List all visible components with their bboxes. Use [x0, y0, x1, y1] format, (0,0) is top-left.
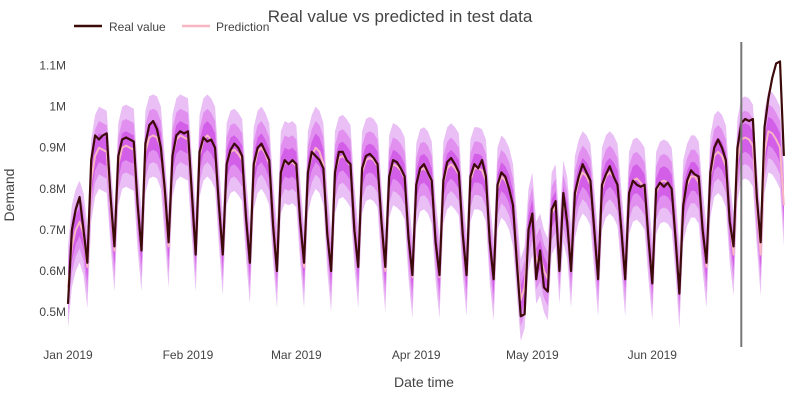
legend-label-real: Real value [109, 20, 166, 34]
interval-bands [68, 90, 784, 341]
y-axis: 0.5M 0.6M 0.7M 0.8M 0.9M 1M 1.1M [39, 59, 66, 320]
x-tick-label: Mar 2019 [271, 348, 322, 362]
x-tick-label: Jun 2019 [628, 348, 678, 362]
legend: Real value Prediction [74, 20, 269, 34]
legend-label-prediction: Prediction [216, 20, 269, 34]
band-interval-inner [68, 116, 784, 315]
y-axis-label: Demand [1, 169, 17, 222]
x-axis-label: Date time [394, 374, 454, 390]
series-line-real[interactable] [66, 60, 785, 318]
y-tick-label: 0.8M [39, 182, 66, 196]
x-tick-label: May 2019 [506, 348, 559, 362]
legend-item-real[interactable]: Real value [74, 20, 166, 34]
x-axis: Jan 2019 Feb 2019 Mar 2019 Apr 2019 May 2019… [43, 348, 677, 362]
y-tick-label: 0.7M [39, 223, 66, 237]
x-tick-label: Feb 2019 [163, 348, 214, 362]
y-tick-label: 0.6M [39, 264, 66, 278]
series-lines [66, 60, 785, 318]
y-tick-label: 0.9M [39, 141, 66, 155]
y-tick-label: 0.5M [39, 305, 66, 319]
band-interval-mid [68, 104, 784, 327]
y-tick-label: 1.1M [39, 59, 66, 73]
chart-title: Real value vs predicted in test data [268, 7, 533, 26]
x-tick-label: Jan 2019 [43, 348, 93, 362]
x-tick-label: Apr 2019 [392, 348, 441, 362]
y-tick-label: 1M [49, 100, 66, 114]
legend-item-prediction[interactable]: Prediction [182, 20, 269, 34]
